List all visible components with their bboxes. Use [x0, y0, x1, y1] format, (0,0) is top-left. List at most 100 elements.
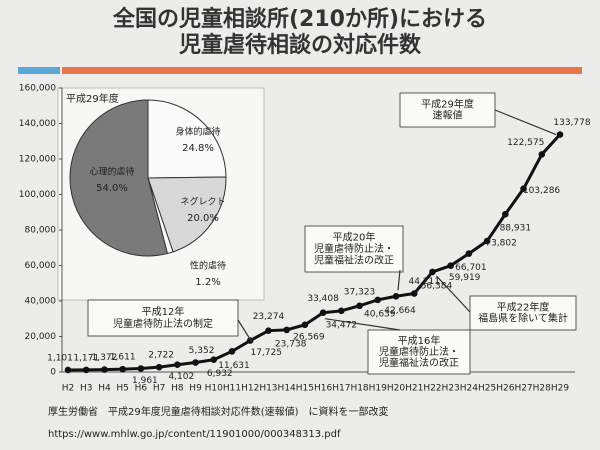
data-point [137, 365, 145, 372]
y-tick-label: 140,000 [19, 119, 56, 129]
data-label: 17,725 [250, 348, 282, 358]
data-point [265, 327, 272, 334]
data-label: 59,919 [449, 273, 481, 283]
pie-slice [147, 176, 227, 253]
pie-value: 54.0% [96, 183, 128, 194]
data-point [356, 302, 363, 310]
y-tick-label: 100,000 [19, 190, 56, 200]
x-tick-label: H20 [387, 384, 405, 394]
annotation-box [304, 225, 404, 273]
annotation: 児童福祉法の改正 [314, 254, 394, 267]
data-label: 1,372 [92, 353, 118, 363]
data-label: 122,575 [507, 138, 544, 148]
data-label: 1,171 [73, 353, 99, 363]
data-point [319, 309, 327, 317]
x-tick-label: H22 [423, 384, 441, 394]
y-tick-label: 20,000 [25, 332, 57, 342]
y-tick-label: 120,000 [19, 155, 56, 165]
x-tick-label: H23 [442, 384, 460, 394]
x-tick-label: H12 [241, 384, 259, 394]
data-label: 88,931 [500, 224, 532, 234]
data-point [338, 307, 345, 315]
source: 厚生労働省 平成29年度児童虐待相談対応件数(速報値) に資料を一部改変 [48, 405, 389, 418]
data-point [82, 366, 90, 374]
annotation: 児童福祉法の改正 [379, 356, 459, 369]
x-tick-label: H28 [533, 384, 551, 394]
data-label: 23,274 [253, 312, 285, 322]
data-label: 11,631 [218, 361, 250, 371]
x-tick-label: H19 [369, 384, 387, 394]
data-point [119, 365, 126, 373]
data-label: 56,384 [421, 281, 453, 291]
data-label: 4,102 [168, 372, 194, 382]
data-label: 5,352 [189, 346, 215, 356]
annotation: 平成12年 [142, 305, 185, 318]
data-label: 2,722 [148, 351, 174, 361]
x-tick-label: H14 [278, 384, 296, 394]
annotation-box [87, 299, 239, 337]
x-tick-label: H24 [460, 384, 478, 394]
x-tick-label: H27 [514, 384, 532, 394]
x-tick-label: H2 [62, 384, 75, 394]
x-tick-label: H29 [551, 384, 569, 394]
data-point [64, 366, 72, 374]
pie-value: 24.8% [182, 143, 214, 154]
data-label: 34,472 [326, 320, 358, 330]
x-tick-label: H16 [314, 384, 332, 394]
annotation: 平成29年度 [421, 97, 474, 110]
annotation-arrow [237, 319, 253, 343]
annotation: 福島県を除いて集計 [478, 312, 568, 325]
data-label: 23,738 [275, 339, 307, 349]
annotation: 児童虐待防止法・ [314, 242, 394, 255]
annotation-arrow [397, 269, 401, 291]
x-tick-label: H15 [296, 384, 314, 394]
pie-label: 性的虐待 [190, 260, 226, 272]
x-tick-label: H18 [350, 384, 368, 394]
x-tick-label: H25 [478, 384, 496, 394]
data-label: 26,569 [293, 332, 325, 342]
data-point [502, 210, 509, 218]
annotation: 児童虐待防止法の制定 [113, 317, 213, 330]
data-point [210, 356, 218, 363]
data-point [174, 361, 181, 369]
data-point [246, 337, 254, 344]
x-tick-label: H5 [116, 384, 129, 394]
source: https://www.mhlw.go.jp/content/11901000/… [48, 429, 341, 440]
x-tick-label: H8 [171, 384, 184, 394]
data-point [283, 326, 290, 334]
pie-label: 心理的虐待 [89, 166, 134, 178]
pie-label: 身体的虐待 [175, 126, 220, 138]
chart-title: 全国の児童相談所(210か所)における [112, 6, 487, 32]
annotation: 平成22年度 [497, 300, 550, 313]
y-tick-label: 0 [50, 368, 56, 378]
data-label: 42,664 [384, 306, 416, 316]
data-point [301, 321, 309, 329]
data-point [392, 292, 400, 300]
y-tick-label: 60,000 [25, 261, 57, 271]
x-tick-label: H17 [332, 384, 350, 394]
x-tick-label: H21 [405, 384, 423, 394]
data-point [538, 151, 546, 158]
data-point [447, 262, 454, 269]
annotation: 児童虐待防止法・ [379, 345, 459, 358]
data-label: 40,639 [364, 309, 396, 319]
data-label: 73,802 [485, 239, 517, 249]
data-point [465, 250, 473, 257]
data-point [483, 237, 491, 245]
y-tick-label: 80,000 [25, 226, 57, 236]
annotation-box [367, 329, 471, 375]
annotation: 平成16年 [398, 334, 441, 347]
accent-bar [18, 67, 60, 74]
annotation-arrow [436, 275, 471, 313]
pie-slice [147, 99, 227, 179]
pie-slice [69, 99, 169, 257]
data-label: 1,101 [47, 354, 73, 364]
x-tick-label: H13 [259, 384, 277, 394]
data-point [101, 366, 108, 373]
data-point [228, 348, 236, 355]
accent-bar [62, 67, 582, 74]
annotation-arrow [494, 109, 557, 136]
data-point [155, 363, 163, 371]
